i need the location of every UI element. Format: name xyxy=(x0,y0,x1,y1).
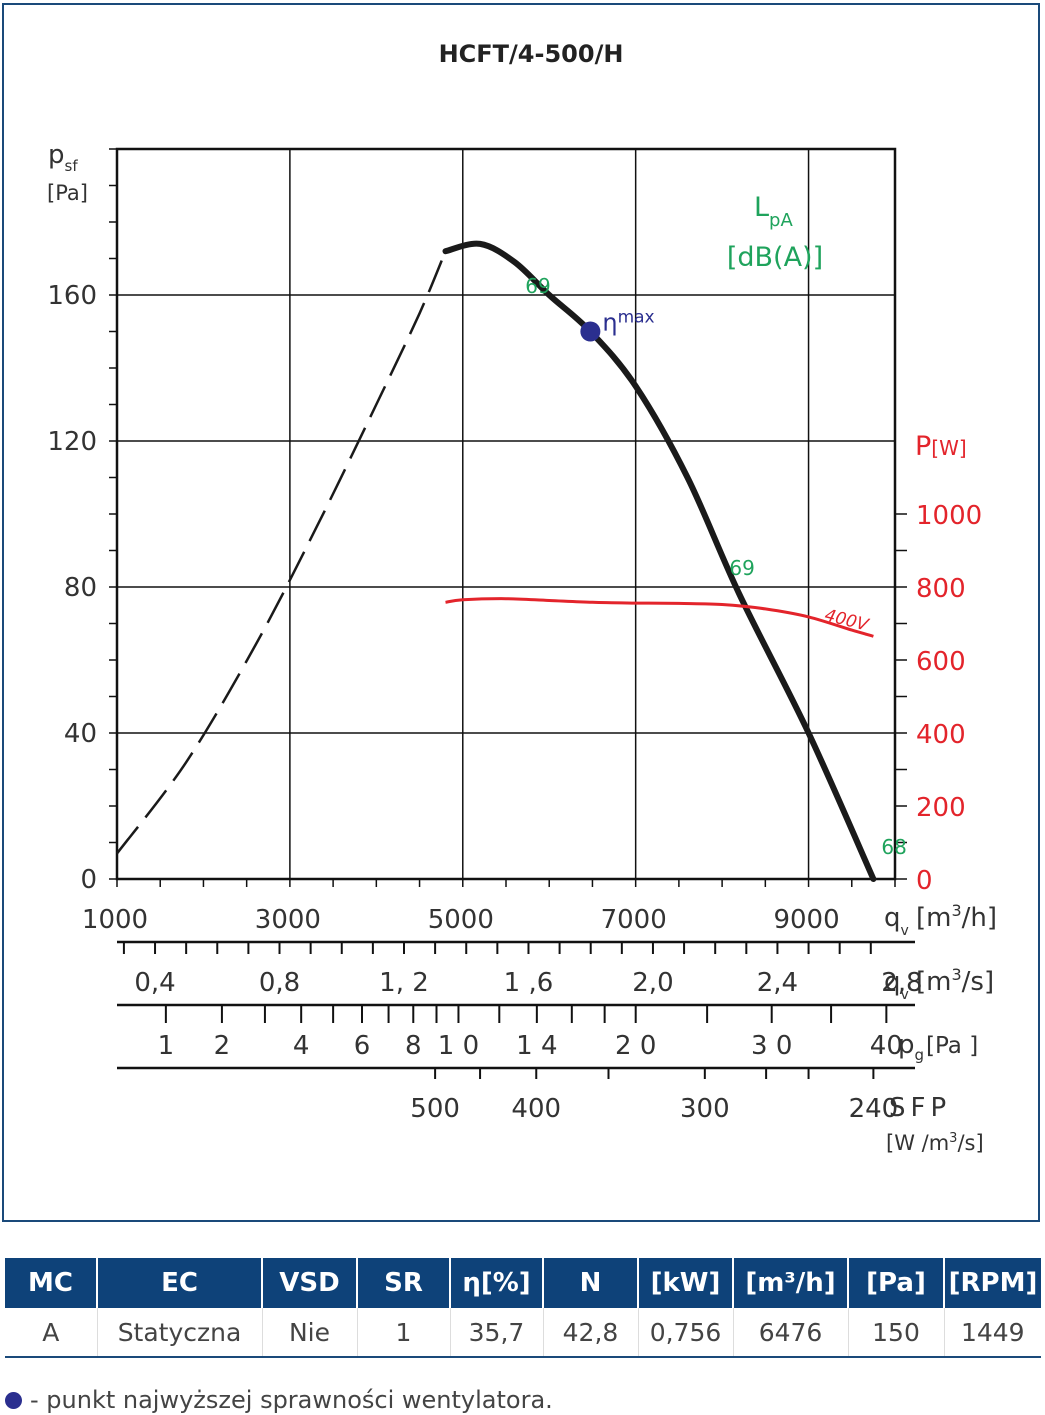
scale-pg-label: 1 4 xyxy=(516,1031,557,1061)
scale-pg-label: 2 0 xyxy=(615,1031,656,1061)
eta-max-point xyxy=(580,321,601,342)
x-tick-label: 9000 xyxy=(773,905,839,935)
table-cell-kw: 0,756 xyxy=(638,1308,734,1358)
scale-pg-label: 6 xyxy=(354,1031,371,1061)
scale-pg-label: 1 xyxy=(158,1031,175,1061)
power-tick-label: 800 xyxy=(916,574,966,604)
scale-sfp-label: 240 xyxy=(849,1094,899,1124)
scale-sfp-axis-label: SFP xyxy=(889,1093,951,1123)
table-header-n: N xyxy=(543,1258,639,1308)
y-axis-label: psf xyxy=(48,140,78,175)
y-tick-label: 120 xyxy=(47,427,97,457)
table-cell-n: 42,8 xyxy=(543,1308,639,1358)
scale-m3s-label: 1 ,6 xyxy=(504,968,554,998)
y-axis-unit: [Pa] xyxy=(47,181,88,205)
lpa-unit: [dB(A)] xyxy=(727,242,823,273)
table-cell-flow: 6476 xyxy=(733,1308,849,1358)
power-tick-label: 600 xyxy=(916,647,966,677)
table-header-sr: SR xyxy=(357,1258,451,1308)
power-tick-label: 0 xyxy=(916,866,933,896)
scale-pg-label: 1 0 xyxy=(438,1031,479,1061)
power-tick-label: 1000 xyxy=(916,501,982,531)
table-header-kw: [kW] xyxy=(638,1258,734,1308)
table-header-ec: EC xyxy=(97,1258,263,1308)
scale-pg-label: 8 xyxy=(405,1031,422,1061)
scale-m3s-label: 1, 2 xyxy=(379,968,429,998)
table-cell-ec: Statyczna xyxy=(97,1308,263,1358)
scale-sfp-unit: [W /m3/s] xyxy=(886,1131,984,1155)
table-header-vsd: VSD xyxy=(262,1258,358,1308)
table-header-pa: [Pa] xyxy=(848,1258,945,1308)
scale-m3s-label: 2,0 xyxy=(632,968,673,998)
eta-max-label: ηmax xyxy=(602,308,654,337)
scale-m3s-label: 0,8 xyxy=(259,968,300,998)
table-header-row: MC EC VSD SR η[%] N [kW] [m³/h] [Pa] [RP… xyxy=(5,1258,1041,1308)
power-curve-label: 400V xyxy=(823,606,872,636)
noise-label: 68 xyxy=(881,835,906,859)
table-header-rpm: [RPM] xyxy=(944,1258,1041,1308)
scale-m3s-label: 2,8 xyxy=(881,968,922,998)
scale-m3s-axis-label: qv xyxy=(884,967,909,1003)
y-tick-label: 80 xyxy=(64,573,97,603)
scale-sfp-label: 400 xyxy=(511,1094,561,1124)
x-axis-label: qv xyxy=(884,903,909,939)
y-tick-label: 160 xyxy=(47,281,97,311)
scale-pg-label: 4 xyxy=(293,1031,310,1061)
table-row: A Statyczna Nie 1 35,7 42,8 0,756 6476 1… xyxy=(5,1308,1041,1358)
scale-sfp-label: 300 xyxy=(680,1094,730,1124)
scale-m3s-label: 2,4 xyxy=(757,968,798,998)
performance-chart: HCFT/4-500/H 0 40 80 120 160 psf [Pa] 0 200 400 600… xyxy=(47,40,997,1155)
x-tick-label: 3000 xyxy=(255,905,321,935)
power-tick-label: 400 xyxy=(916,720,966,750)
x-tick-label: 1000 xyxy=(82,905,148,935)
scale-pg-label: 2 xyxy=(214,1031,231,1061)
lpa-label: LpA xyxy=(754,192,793,231)
scale-pg-unit: [Pa ] xyxy=(926,1033,978,1059)
table-cell-rpm: 1449 xyxy=(944,1308,1041,1358)
eta-marker-icon xyxy=(5,1391,22,1409)
scale-sfp-label: 500 xyxy=(410,1094,460,1124)
table-header-eta: η[%] xyxy=(450,1258,544,1308)
table-header-mc: MC xyxy=(5,1258,98,1308)
x-tick-label: 5000 xyxy=(428,905,494,935)
fan-curve-unstable-dashed xyxy=(116,250,447,855)
table-cell-sr: 1 xyxy=(357,1308,451,1358)
fan-curve-operating xyxy=(442,240,877,882)
scale-pg-label: 40 xyxy=(870,1031,903,1061)
table-cell-eta: 35,7 xyxy=(450,1308,544,1358)
scale-pg-axis-label: pg xyxy=(898,1030,924,1064)
power-tick-label: 200 xyxy=(916,793,966,823)
x-tick-label: 7000 xyxy=(601,905,667,935)
table-cell-pa: 150 xyxy=(848,1308,945,1358)
power-axis-label: P[W] xyxy=(915,431,967,462)
table-cell-vsd: Nie xyxy=(262,1308,358,1358)
noise-label: 69 xyxy=(729,556,754,580)
power-curve xyxy=(445,597,874,638)
chart-frame xyxy=(2,3,1040,1222)
table-header-flow: [m³/h] xyxy=(733,1258,849,1308)
noise-label: 69 xyxy=(525,274,550,298)
footnote: - punkt najwyższej sprawności wentylator… xyxy=(5,1386,553,1414)
scale-pg-label: 3 0 xyxy=(751,1031,792,1061)
y-tick-label: 0 xyxy=(80,865,97,895)
scale-m3s-label: 0,4 xyxy=(134,968,175,998)
footnote-text: - punkt najwyższej sprawności wentylator… xyxy=(30,1386,553,1414)
x-axis-unit: [m3/h] xyxy=(916,901,997,933)
y-tick-label: 40 xyxy=(64,719,97,749)
spec-table: MC EC VSD SR η[%] N [kW] [m³/h] [Pa] [RP… xyxy=(5,1258,1041,1358)
chart-title: HCFT/4-500/H xyxy=(439,40,624,68)
scale-m3s-unit: [m3/s] xyxy=(916,965,994,997)
table-cell-mc: A xyxy=(5,1308,98,1358)
